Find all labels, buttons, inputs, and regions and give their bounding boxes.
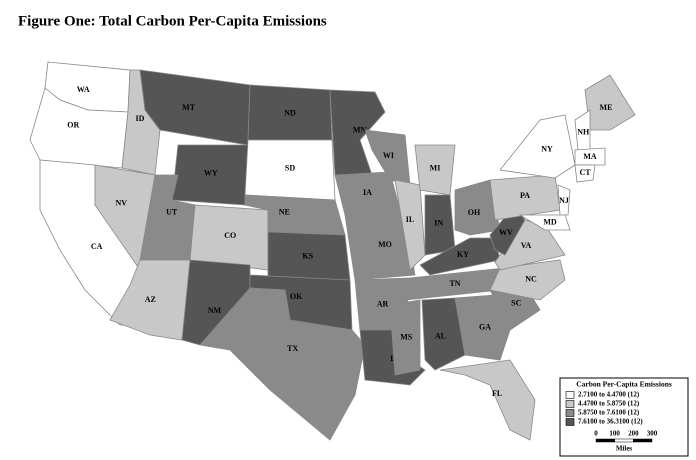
state-label: MA <box>583 152 597 161</box>
state <box>518 214 571 231</box>
state-label: IL <box>406 215 414 224</box>
legend-swatch <box>565 391 575 399</box>
legend-swatch <box>565 418 575 426</box>
state <box>574 147 606 166</box>
state-label: NV <box>115 199 127 208</box>
state <box>499 114 576 179</box>
state-label: NH <box>577 127 590 136</box>
state-label: AZ <box>145 295 156 304</box>
state-label: MD <box>543 217 557 226</box>
state-label: IA <box>363 188 372 197</box>
map-title: Figure One: Total Carbon Per-Capita Emis… <box>18 13 327 29</box>
state <box>454 294 511 361</box>
state-label: MT <box>182 103 196 112</box>
state-label: MI <box>430 164 441 173</box>
scale-segment <box>633 438 653 443</box>
state-label: PA <box>520 191 530 200</box>
state-label: KY <box>457 250 469 259</box>
scale-label: 300 <box>647 430 658 438</box>
state-label: CT <box>579 168 591 177</box>
state-label: KS <box>302 252 313 261</box>
state-label: NJ <box>559 196 569 205</box>
state <box>389 299 421 376</box>
state-label: TN <box>449 279 460 288</box>
state-label: ND <box>284 109 296 118</box>
state-label: MS <box>400 332 413 341</box>
scale-segment <box>595 438 615 443</box>
state-label: OR <box>67 120 79 129</box>
legend-label: 5.8750 to 7.6100 (12) <box>578 409 640 417</box>
scale-label: 0 <box>594 430 598 438</box>
state-label: WY <box>204 169 218 178</box>
state-label: FL <box>492 389 502 398</box>
state-label: AL <box>435 331 446 340</box>
state-label: OH <box>468 208 481 217</box>
state <box>489 259 566 301</box>
legend-swatch <box>565 409 575 417</box>
state-label: NC <box>525 274 537 283</box>
state-label: ME <box>600 103 613 112</box>
state-label: MN <box>353 125 367 134</box>
state-label: OK <box>290 292 303 301</box>
state-label: MO <box>378 240 392 249</box>
legend-swatch <box>565 400 575 408</box>
scale-label: 200 <box>628 430 639 438</box>
state-label: NM <box>208 306 222 315</box>
legend-label: 2.7100 to 4.4700 (12) <box>578 391 640 399</box>
scale-unit: Miles <box>616 445 633 453</box>
state-label: SD <box>285 164 295 173</box>
legend-title: Carbon Per-Capita Emissions <box>576 380 672 389</box>
state-label: NY <box>541 144 553 153</box>
state <box>394 179 426 271</box>
state <box>421 297 466 371</box>
state <box>439 359 536 441</box>
state <box>454 179 501 236</box>
state-label: AR <box>377 299 389 308</box>
state <box>199 287 366 441</box>
state <box>557 184 571 216</box>
state-label: UT <box>166 207 178 216</box>
legend: 2.7100 to 4.4700 (12)4.4700 to 5.8750 (1… <box>565 391 658 453</box>
state-label: IN <box>434 219 443 228</box>
state-label: SC <box>511 299 521 308</box>
state-label: CA <box>91 242 103 251</box>
state <box>574 164 596 183</box>
state-label: WA <box>77 85 90 94</box>
state-label: CO <box>224 231 236 240</box>
state-label: TX <box>287 344 298 353</box>
legend-label: 4.4700 to 5.8750 (12) <box>578 400 640 408</box>
states: WA OR CA ID NV MT WY UT AZ CO NM ND SD NE KS OK TX MN IA MO… <box>29 61 636 441</box>
scale-segment <box>614 438 634 443</box>
state <box>139 69 251 146</box>
state-label: GA <box>479 322 491 331</box>
legend-box <box>559 377 689 457</box>
state-label: ID <box>136 114 145 123</box>
legend-label: 7.6100 to 36.3100 (12) <box>578 418 643 426</box>
state-label: WI <box>383 151 394 160</box>
scale-label: 100 <box>609 430 620 438</box>
state-label: NE <box>279 208 290 217</box>
state-label: VA <box>521 241 532 250</box>
state-label: WV <box>499 228 513 237</box>
